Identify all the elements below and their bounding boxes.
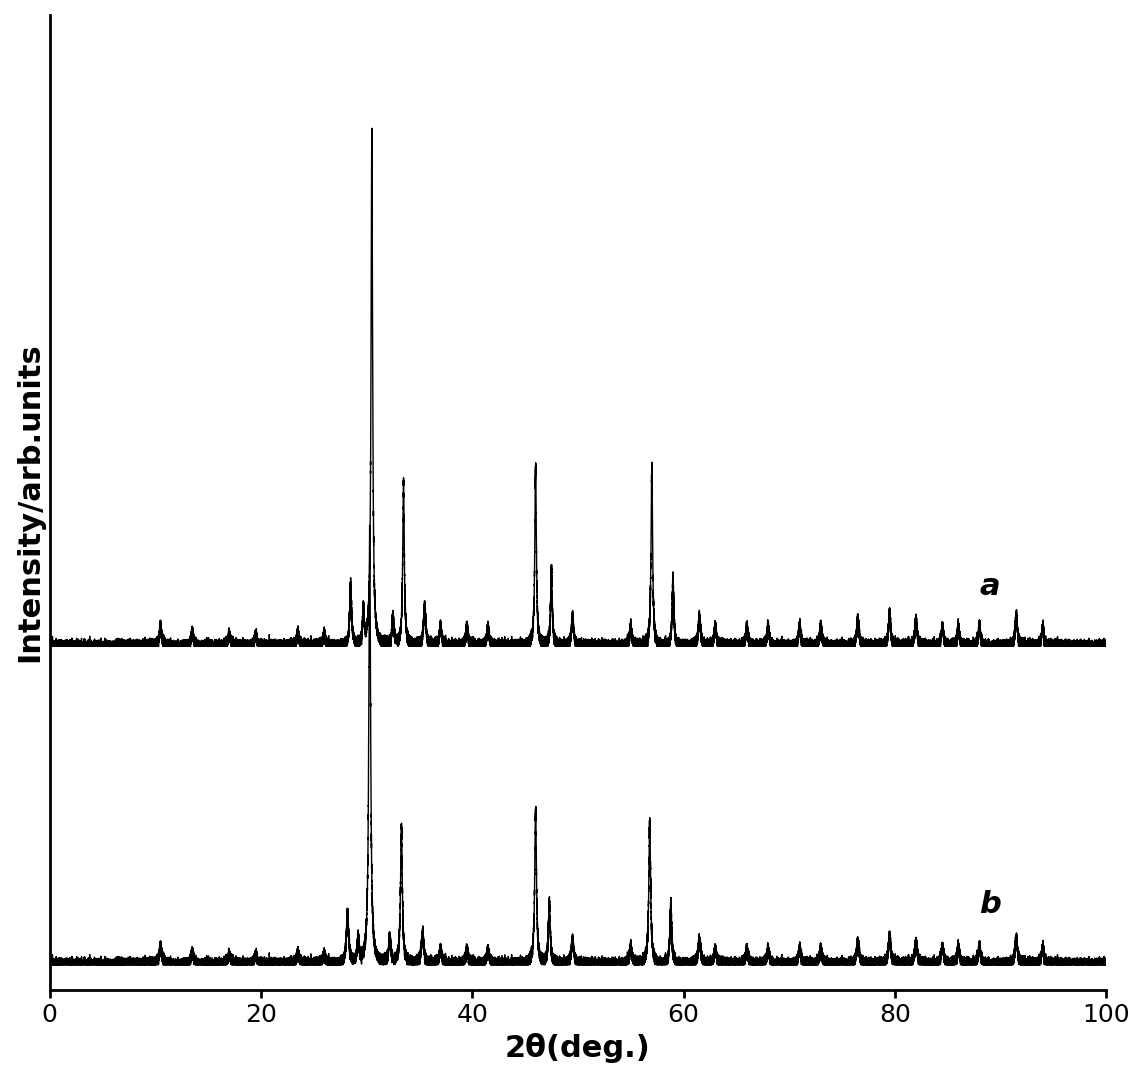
- Text: a: a: [979, 572, 1000, 602]
- X-axis label: 2θ(deg.): 2θ(deg.): [505, 1033, 650, 1063]
- Y-axis label: Intensity/arb.units: Intensity/arb.units: [15, 343, 44, 663]
- Text: b: b: [979, 890, 1001, 920]
